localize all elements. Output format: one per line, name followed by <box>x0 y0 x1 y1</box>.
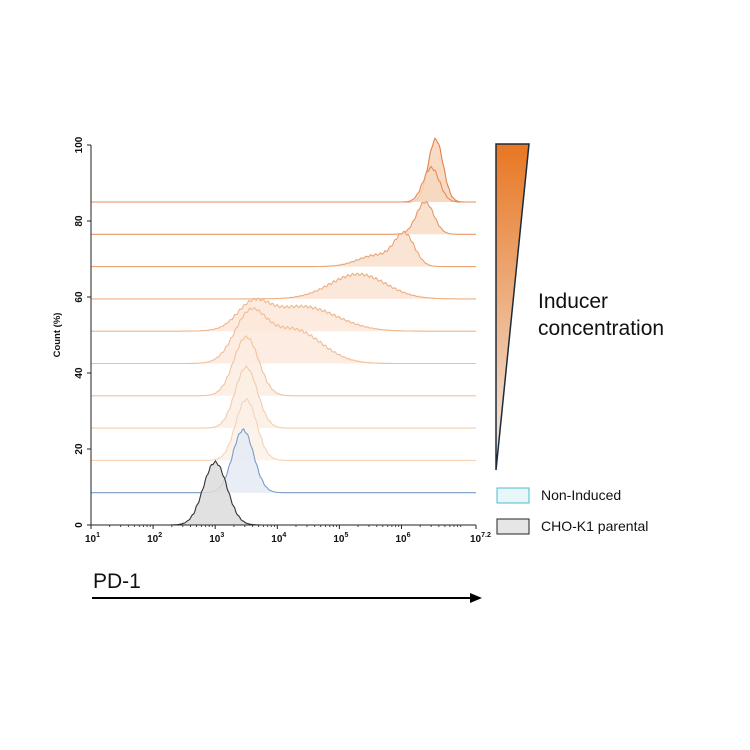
x-tick-label: 104 <box>271 532 286 545</box>
y-tick-label: 40 <box>74 367 85 379</box>
y-ticks: 0 20 40 60 80 100 <box>74 136 91 528</box>
histogram-fill-2 <box>91 398 476 461</box>
x-tick-label: 102 <box>147 532 162 545</box>
y-tick-label: 60 <box>74 291 85 303</box>
x-tick-label: 106 <box>395 532 410 545</box>
x-tick-label: 105 <box>333 532 348 545</box>
y-tick-label: 80 <box>74 215 85 227</box>
x-ticks: 101 102 103 104 105 106 107.2 <box>85 525 491 545</box>
histogram-line-5 <box>91 306 476 365</box>
inducer-gradient-wedge <box>495 143 530 471</box>
histogram-fill-6 <box>91 298 476 332</box>
histogram-line-8 <box>91 230 476 268</box>
histogram-fill-5 <box>91 307 476 364</box>
y-tick-label: 100 <box>74 136 85 153</box>
histogram-line-3 <box>91 365 476 429</box>
legend-label-non-induced: Non-Induced <box>541 487 621 503</box>
x-tick-label: 107.2 <box>470 532 491 545</box>
y-tick-label: 0 <box>74 522 85 528</box>
legend-swatch-cho-k1 <box>496 518 530 535</box>
histogram-fill-8 <box>91 231 476 267</box>
pd1-arrow-head <box>470 593 482 603</box>
histogram-fill-3 <box>91 366 476 429</box>
histogram-series-layer <box>91 137 476 526</box>
histogram-line-9 <box>91 201 476 235</box>
x-axis-label: PD-1 <box>93 570 141 593</box>
legend-label-cho-k1: CHO-K1 parental <box>541 518 648 534</box>
histogram-fill-9 <box>91 201 476 235</box>
histogram-line-1 <box>91 428 476 494</box>
x-tick-label: 101 <box>85 532 100 545</box>
legend-swatch-non-induced <box>496 487 530 504</box>
x-tick-label: 103 <box>209 532 224 545</box>
inducer-label: Inducer concentration <box>538 290 664 340</box>
histogram-line-7 <box>91 272 476 300</box>
y-axis-label: Count (%) <box>52 313 63 358</box>
histogram-line-4 <box>91 335 476 397</box>
histogram-fill-7 <box>91 273 476 299</box>
histogram-fill-10 <box>91 166 476 202</box>
histogram-line-6 <box>91 297 476 332</box>
histogram-line-2 <box>91 398 476 461</box>
histogram-line-10 <box>91 165 476 203</box>
y-tick-label: 20 <box>74 443 85 455</box>
